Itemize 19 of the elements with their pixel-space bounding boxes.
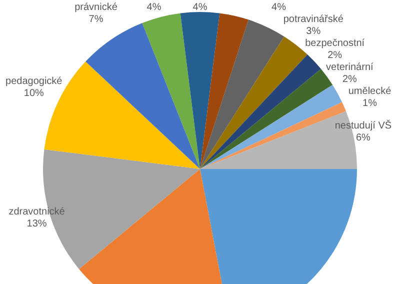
slice-label: nestudují VŠ bbox=[334, 119, 392, 132]
slice-label: bezpečnostní bbox=[305, 38, 365, 49]
slice-label: potravinářské bbox=[283, 14, 344, 25]
data-label: 7% bbox=[88, 14, 104, 25]
data-label: 3% bbox=[306, 26, 321, 37]
data-label: 6% bbox=[356, 132, 371, 144]
slice-label: zdravotnické bbox=[8, 206, 66, 218]
data-label: 4% bbox=[192, 2, 208, 13]
slice-label: pedagogické bbox=[6, 76, 63, 88]
data-label: 10% bbox=[24, 88, 44, 100]
data-label: 4% bbox=[146, 2, 162, 13]
data-label: 13% bbox=[26, 218, 47, 230]
data-label: 1% bbox=[362, 98, 378, 109]
data-label: 2% bbox=[342, 74, 358, 85]
slice-label: právnické bbox=[74, 2, 118, 13]
slice-label: umělecké bbox=[348, 86, 392, 97]
slice-label: veterinární bbox=[326, 62, 374, 73]
data-label: 2% bbox=[328, 50, 342, 61]
data-label: 4% bbox=[272, 2, 286, 13]
